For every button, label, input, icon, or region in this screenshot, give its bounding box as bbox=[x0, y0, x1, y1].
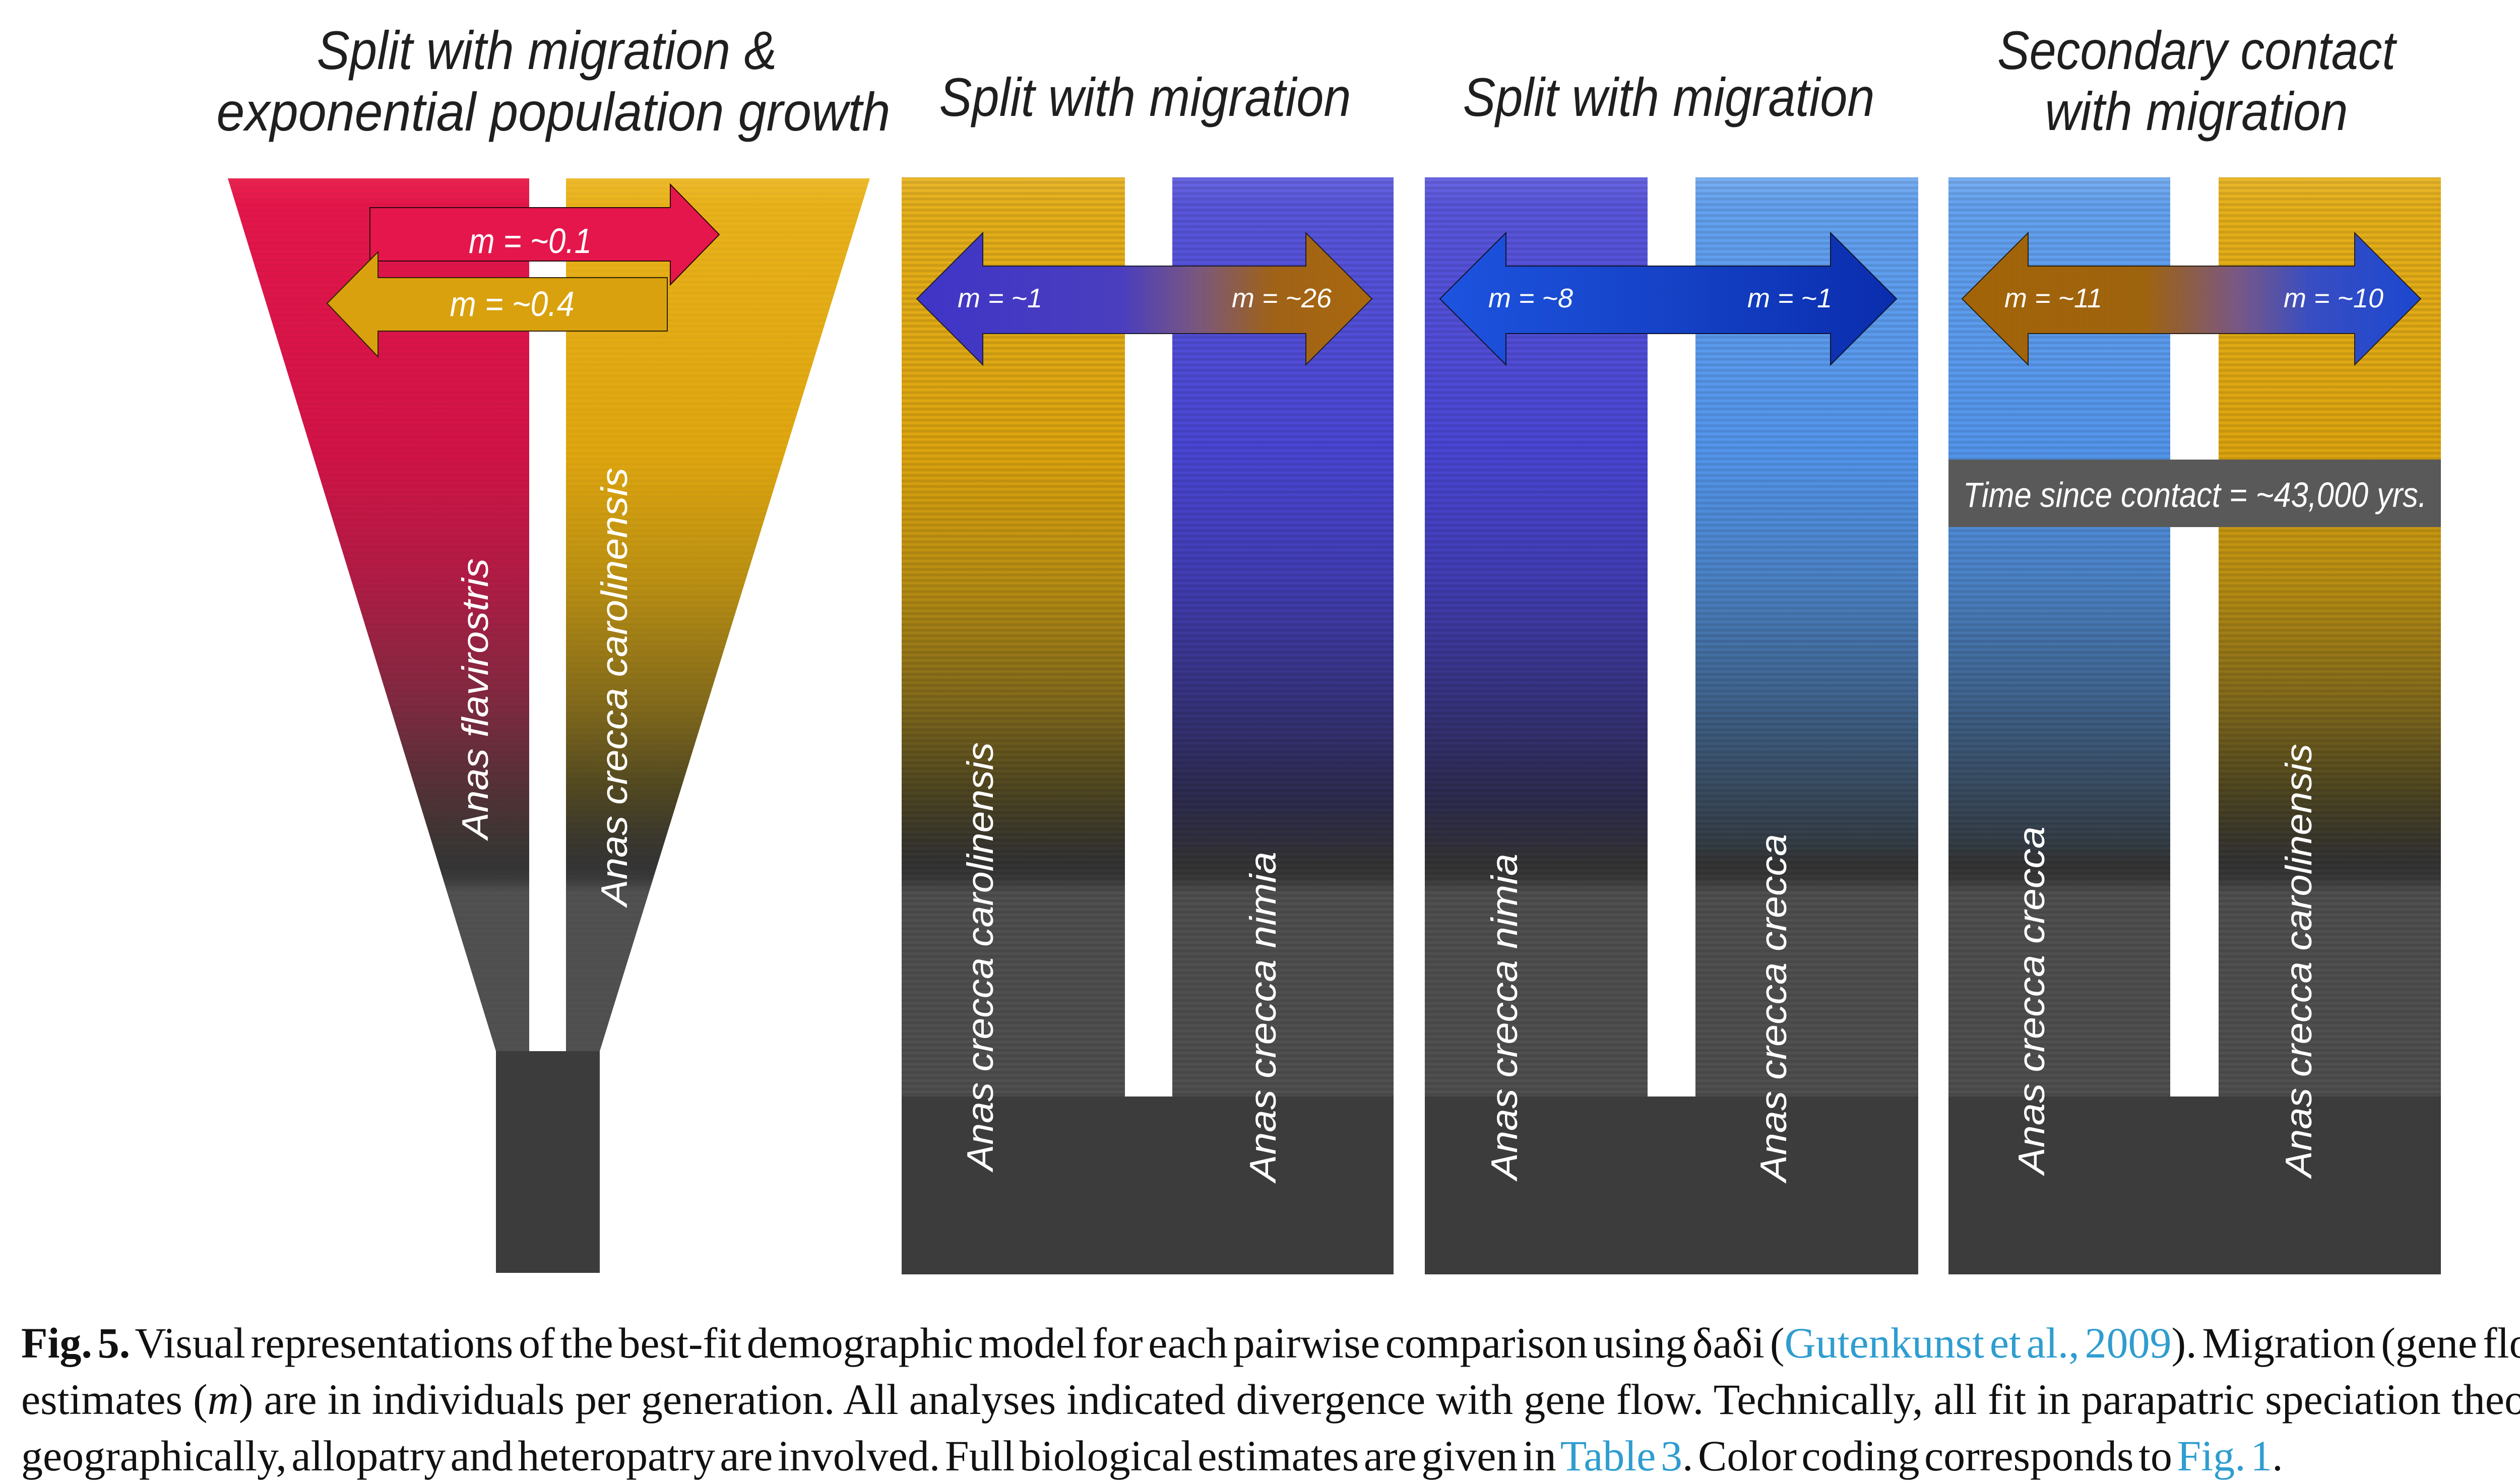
svg-text:Anas crecca carolinensis: Anas crecca carolinensis bbox=[2279, 744, 2319, 1179]
svg-text:m = ~10: m = ~10 bbox=[2284, 283, 2383, 313]
svg-text:Anas crecca carolinensis: Anas crecca carolinensis bbox=[960, 742, 1001, 1173]
svg-text:Anas crecca nimia: Anas crecca nimia bbox=[1484, 854, 1525, 1182]
svg-text:Anas crecca crecca: Anas crecca crecca bbox=[1753, 834, 1794, 1184]
svg-text:m = ~0.1: m = ~0.1 bbox=[469, 221, 592, 261]
svg-text:Secondary contact: Secondary contact bbox=[1997, 20, 2398, 81]
svg-text:Anas flavirostris: Anas flavirostris bbox=[455, 558, 496, 841]
svg-text:Split with migration &: Split with migration & bbox=[317, 20, 777, 81]
svg-text:Time since contact = ~43,000 y: Time since contact = ~43,000 yrs. bbox=[1963, 475, 2427, 514]
svg-text:exponential population growth: exponential population growth bbox=[217, 81, 891, 142]
svg-text:with migration: with migration bbox=[2045, 81, 2348, 142]
svg-text:Split with migration: Split with migration bbox=[939, 67, 1351, 127]
svg-text:m = ~1: m = ~1 bbox=[958, 283, 1042, 313]
svg-text:m = ~11: m = ~11 bbox=[2004, 283, 2102, 313]
svg-text:Split with migration: Split with migration bbox=[1463, 67, 1875, 127]
svg-text:m = ~26: m = ~26 bbox=[1232, 283, 1332, 313]
svg-text:Anas crecca crecca: Anas crecca crecca bbox=[2011, 826, 2052, 1176]
svg-text:m = ~0.4: m = ~0.4 bbox=[450, 284, 575, 324]
svg-text:m = ~1: m = ~1 bbox=[1747, 283, 1832, 313]
svg-text:Anas crecca nimia: Anas crecca nimia bbox=[1243, 852, 1284, 1184]
svg-text:Anas crecca carolinensis: Anas crecca carolinensis bbox=[594, 468, 635, 908]
svg-text:m = ~8: m = ~8 bbox=[1488, 283, 1573, 313]
